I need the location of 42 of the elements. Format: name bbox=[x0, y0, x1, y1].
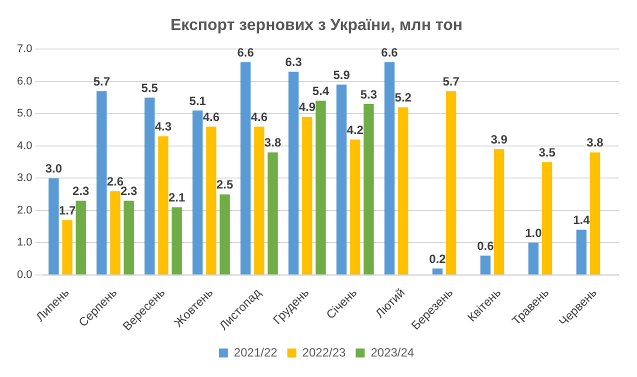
y-tick-label: 3.0 bbox=[16, 172, 32, 184]
y-tick-label: 1.0 bbox=[16, 236, 32, 249]
data-label: 6.3 bbox=[285, 55, 302, 70]
data-label: 5.1 bbox=[189, 94, 206, 108]
data-label: 3.0 bbox=[45, 162, 62, 176]
data-label: 5.2 bbox=[394, 90, 412, 105]
data-label: 1.0 bbox=[525, 226, 542, 240]
data-label: 0.2 bbox=[429, 252, 446, 266]
legend-label: 2023/24 bbox=[370, 345, 414, 360]
data-label: 2.3 bbox=[72, 184, 90, 198]
data-label: 4.6 bbox=[202, 110, 220, 124]
y-tick-label: 2.0 bbox=[16, 204, 32, 216]
data-label: 5.4 bbox=[312, 84, 330, 98]
data-label: 5.9 bbox=[333, 68, 350, 82]
data-label: 4.9 bbox=[298, 100, 316, 114]
legend-label: 2022/23 bbox=[302, 345, 346, 360]
data-label: 3.9 bbox=[490, 132, 508, 146]
data-label: 1.4 bbox=[573, 213, 590, 228]
data-label: 3.8 bbox=[264, 136, 282, 150]
data-label: 5.5 bbox=[141, 80, 158, 95]
y-tick-label: 7.0 bbox=[16, 43, 32, 56]
data-label: 1.7 bbox=[58, 203, 76, 218]
y-tick-label: 6.0 bbox=[16, 75, 32, 88]
data-label: 2.5 bbox=[216, 178, 234, 192]
data-label: 2.3 bbox=[120, 184, 138, 198]
data-label: 5.7 bbox=[93, 74, 110, 88]
data-label: 3.5 bbox=[538, 145, 556, 160]
data-label: 5.3 bbox=[360, 87, 378, 102]
chart-title: Експорт зернових з України, млн тон bbox=[170, 17, 462, 34]
data-label: 3.8 bbox=[586, 136, 604, 150]
data-label: 6.6 bbox=[381, 45, 398, 60]
data-label: 2.1 bbox=[168, 190, 186, 205]
data-label: 0.6 bbox=[477, 238, 494, 253]
legend-label: 2021/22 bbox=[234, 345, 278, 360]
data-label: 4.2 bbox=[346, 122, 364, 137]
data-label: 4.6 bbox=[250, 110, 268, 124]
data-label: 6.6 bbox=[237, 45, 254, 60]
data-label: 5.7 bbox=[442, 74, 460, 88]
y-tick-label: 4.0 bbox=[16, 140, 32, 152]
y-tick-label: 0.0 bbox=[16, 268, 32, 281]
y-tick-label: 5.0 bbox=[16, 108, 32, 120]
data-label: 4.3 bbox=[154, 120, 172, 134]
